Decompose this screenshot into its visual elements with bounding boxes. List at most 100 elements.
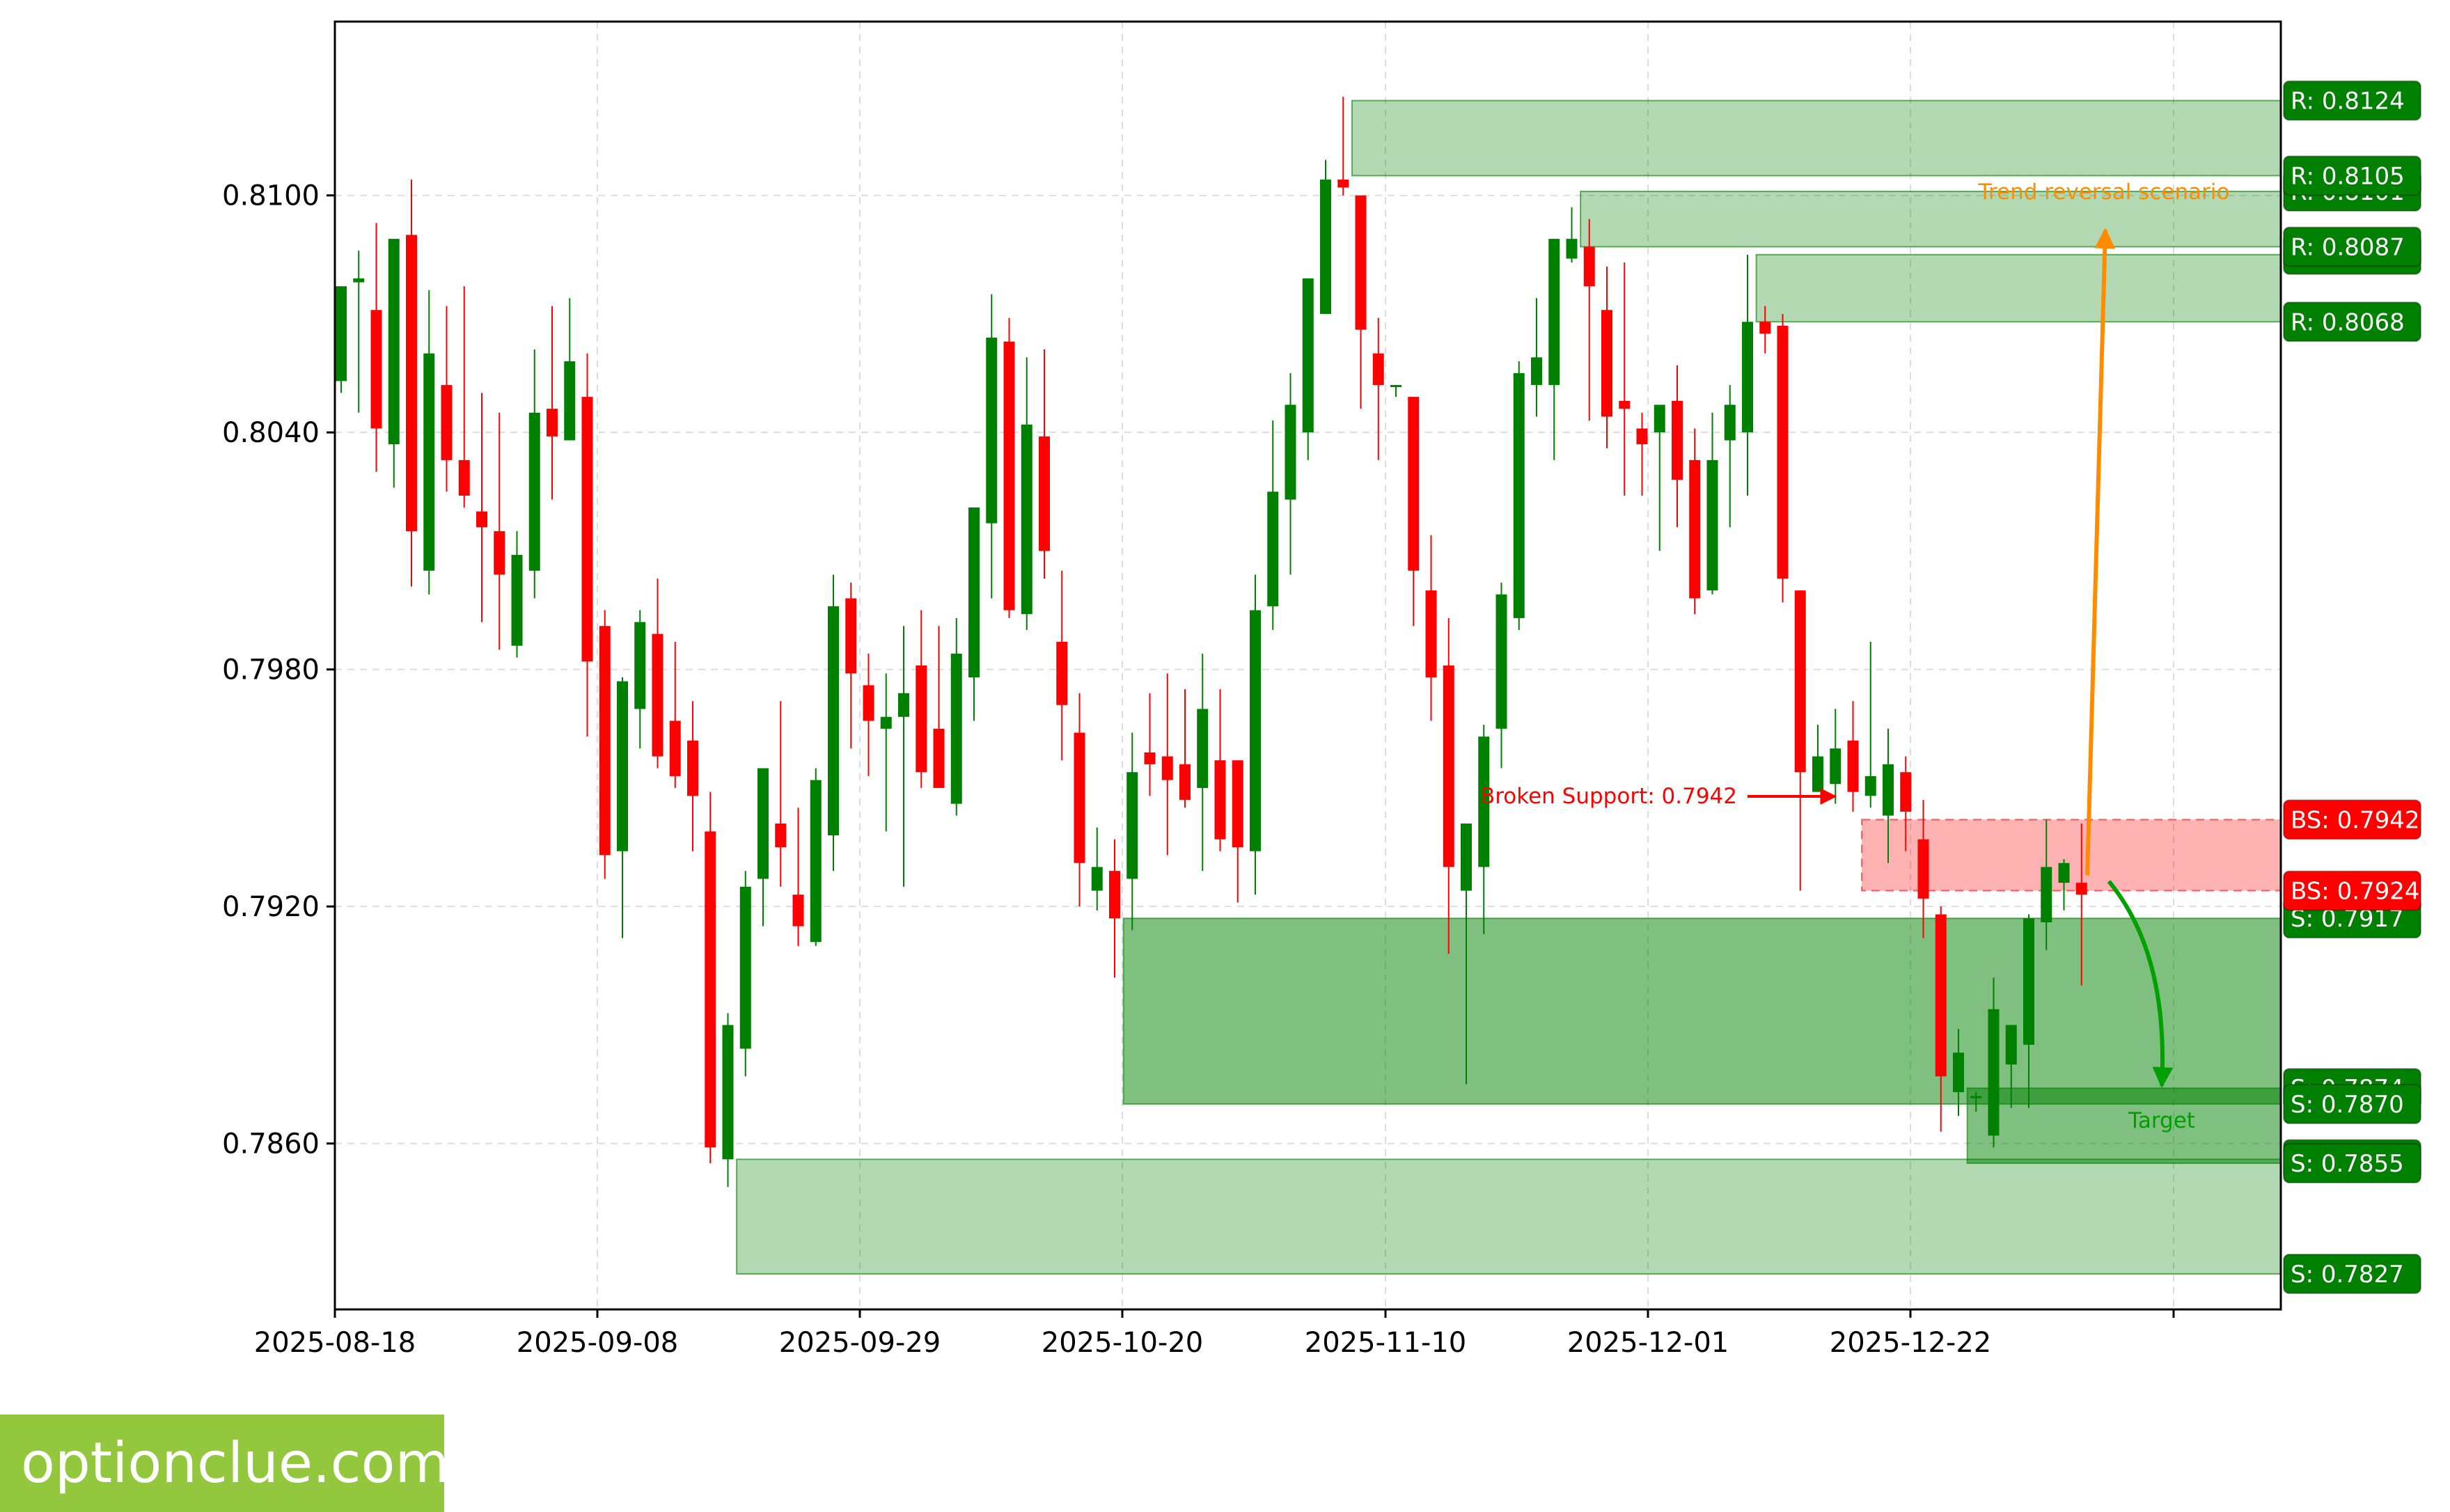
x-tick-label: 2025-09-29 (779, 1327, 941, 1359)
candle-body (968, 507, 980, 678)
price-label-text: BS: 0.7942 (2291, 806, 2420, 834)
candle-body (739, 886, 751, 1049)
candle-body (2058, 863, 2070, 883)
candle-body (1302, 278, 1314, 433)
price-label: S: 0.7855 (2283, 1143, 2421, 1184)
price-label-box (2283, 870, 2421, 911)
trend-reversal-arrow (2085, 228, 2116, 876)
candle-body (441, 385, 453, 460)
candle-body (1021, 424, 1032, 615)
broken_support-zone (1861, 819, 2281, 892)
candle-body (2041, 867, 2052, 922)
target-arrow (2107, 880, 2174, 1088)
candle-body (336, 286, 347, 381)
candle-body (1126, 772, 1138, 879)
candle-body (775, 823, 787, 848)
price-label-box (2283, 301, 2421, 342)
candle-body (1214, 760, 1226, 840)
candle-body (1812, 756, 1823, 792)
candle-body (634, 622, 646, 709)
price-label: S: 0.7870 (2283, 1083, 2421, 1124)
candle-body (1953, 1053, 1964, 1092)
candle-body (2005, 1025, 2017, 1065)
candle-body (1830, 748, 1842, 785)
candle-body (1654, 404, 1665, 433)
candle-body (1566, 239, 1578, 259)
candle-body (1285, 404, 1296, 500)
candle-body (1161, 756, 1173, 780)
candle-body (1864, 775, 1876, 796)
y-tick-label: 0.7980 (222, 654, 320, 686)
x-tick-label: 2025-09-08 (517, 1327, 678, 1359)
candle-body (1917, 839, 1929, 899)
candle-body (986, 337, 998, 523)
candle-body (1847, 740, 1859, 792)
target-annotation: Target (2128, 1108, 2195, 1133)
candle-body (1935, 914, 1947, 1077)
candle-body (898, 693, 909, 717)
price-label: BS: 0.7924 (2283, 870, 2421, 911)
candle-body (1074, 732, 1085, 863)
candle-body (1408, 397, 1420, 571)
x-tick-label: 2025-10-20 (1042, 1327, 1203, 1359)
candle-body (1619, 400, 1631, 409)
candle-body (757, 768, 769, 879)
price-label-box (2283, 80, 2421, 121)
candle-body (1513, 373, 1525, 618)
optionclue-logo[interactable]: optionclue.com (0, 1415, 449, 1512)
candle-body (1883, 764, 1894, 816)
candle-body (1179, 764, 1191, 800)
y-tick-label: 0.8040 (222, 417, 320, 449)
candle-body (1091, 867, 1103, 891)
candle-body (1443, 666, 1454, 867)
price-label-box (2283, 155, 2421, 196)
x-tick-label: 2025-12-22 (1830, 1327, 1991, 1359)
price-label-box (2283, 1253, 2421, 1294)
candle-body (1724, 404, 1736, 441)
candle-body (1337, 179, 1349, 188)
price-label-text: R: 0.8124 (2291, 87, 2405, 115)
price-label: R: 0.8068 (2283, 301, 2421, 342)
candles (336, 96, 2087, 1188)
resistance-zone (1580, 191, 2281, 248)
candle-body (792, 895, 804, 927)
resistance-zone (1351, 100, 2281, 177)
candle-body (1777, 325, 1789, 579)
candle-body (494, 531, 505, 575)
candle-body (880, 716, 892, 729)
price-label-box (2283, 1143, 2421, 1184)
candle-body (1267, 491, 1279, 606)
plot-frame (333, 20, 2282, 1311)
candle-body (423, 353, 435, 571)
candle-body (1144, 752, 1156, 764)
price-label: R: 0.8124 (2283, 80, 2421, 121)
support-zone (736, 1158, 2281, 1275)
candle-body (2023, 918, 2034, 1045)
candle-body (916, 666, 927, 773)
candle-body (1232, 760, 1243, 848)
price-label-text: R: 0.8105 (2291, 162, 2405, 190)
price-label-text: S: 0.7870 (2291, 1091, 2404, 1119)
candle-body (353, 278, 365, 283)
candle-body (547, 409, 558, 436)
candle-body (406, 235, 417, 532)
candle-body (581, 397, 593, 662)
price-label: R: 0.8087 (2283, 226, 2421, 267)
zones (736, 100, 2281, 1275)
price-label-text: S: 0.7827 (2291, 1261, 2404, 1289)
candle-body (687, 740, 698, 796)
candle-body (1672, 400, 1683, 480)
candle-body (1689, 459, 1701, 599)
candle-body (1197, 709, 1209, 788)
candle-body (1970, 1096, 1982, 1098)
candle-body (599, 626, 611, 856)
candle-body (1355, 195, 1367, 330)
candle-body (1039, 436, 1050, 551)
candle-body (1372, 353, 1384, 386)
candle-body (1583, 246, 1595, 287)
candle-body (1495, 594, 1507, 729)
candle-body (617, 681, 628, 851)
candle-body (528, 412, 540, 571)
x-tick-label: 2025-12-01 (1567, 1327, 1729, 1359)
